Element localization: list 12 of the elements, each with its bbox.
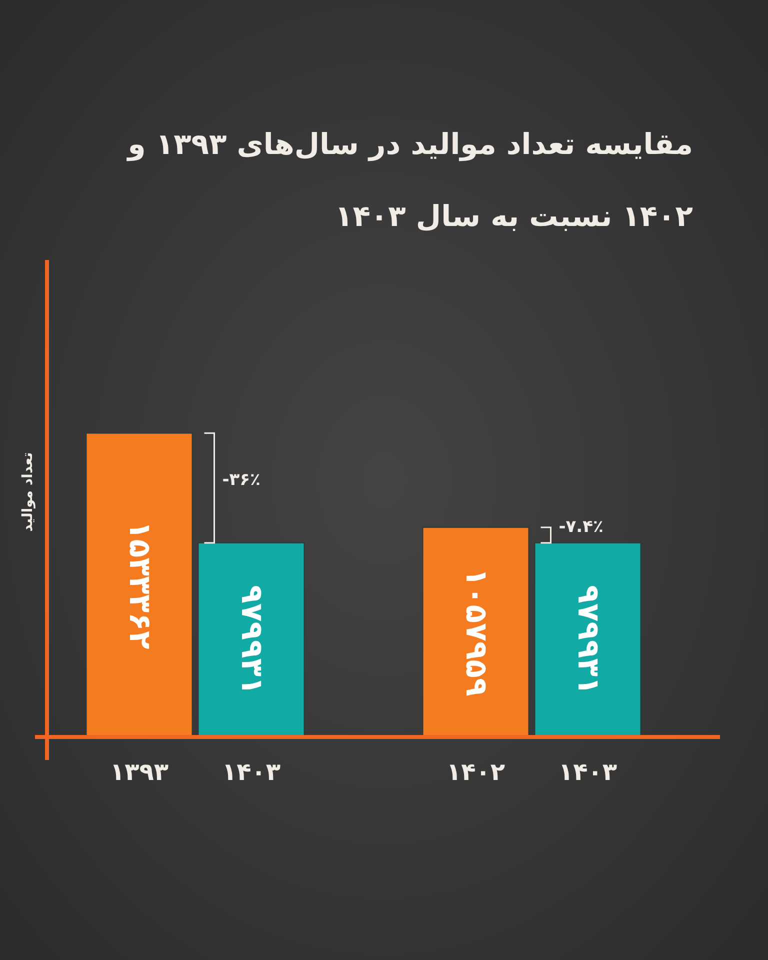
annotation: -۳۶٪: [222, 470, 260, 490]
annotation: -۷.۴٪: [558, 517, 604, 538]
data-label: ۱۵۳۳۳۶۲: [122, 520, 157, 650]
x-tick-label: ۱۴۰۳: [558, 758, 618, 786]
data-label: ۹۷۹۹۳۱: [570, 584, 606, 695]
data-label: ۱۰۵۷۹۵۹: [458, 568, 494, 696]
y-axis-title: تعداد موالید: [20, 452, 36, 532]
x-tick-label: ۱۴۰۲: [446, 758, 506, 786]
x-tick-label: ۱۴۰۳: [222, 758, 281, 786]
data-label: ۹۷۹۹۳۱: [234, 584, 269, 695]
x-tick-label: ۱۳۹۳: [110, 758, 169, 786]
chart-title: مقایسه تعداد موالید در سال‌های ۱۳۹۳ و ۱۴۰۲ نسبت به سال ۱۴۰۳: [128, 127, 693, 233]
